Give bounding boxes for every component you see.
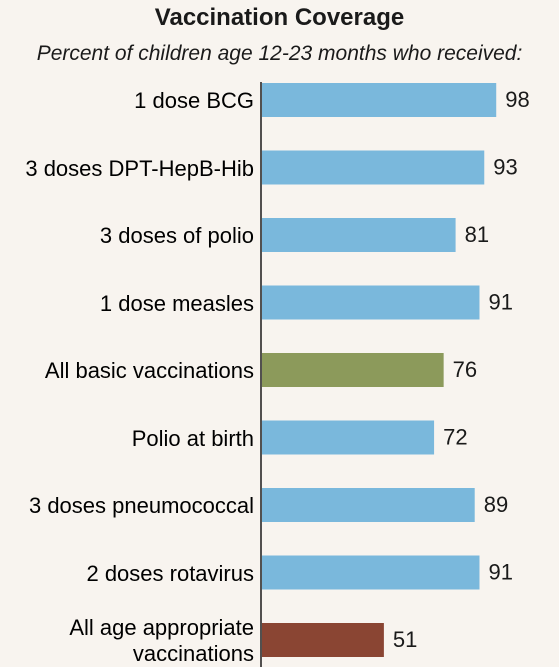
bar [262, 555, 480, 590]
bar [262, 353, 444, 387]
category-label: All basic vaccinations [44, 358, 254, 383]
category-label: 2 doses rotavirus [86, 560, 254, 586]
chart-title: Vaccination Coverage [154, 4, 405, 31]
value-label: 51 [393, 627, 417, 652]
bar [262, 420, 435, 455]
bar [262, 285, 480, 320]
category-label: 3 doses pneumococcal [28, 493, 254, 518]
category-label: All age appropriate vaccinations [69, 615, 254, 666]
bar [262, 488, 475, 522]
category-label: 3 doses of polio [99, 223, 254, 248]
chart-subtitle: Percent of children age 12-23 months who… [36, 42, 523, 65]
category-label: 3 doses DPT-HepB-Hib [25, 155, 254, 181]
bar [262, 623, 384, 657]
value-label: 91 [488, 289, 512, 314]
bar [262, 83, 497, 117]
value-label: 98 [505, 87, 529, 112]
value-label: 76 [453, 357, 477, 382]
bar [262, 218, 456, 252]
category-label: 1 dose BCG [134, 88, 254, 113]
category-label: 1 dose measles [99, 290, 254, 316]
value-label: 89 [484, 492, 508, 517]
value-label: 81 [465, 222, 489, 247]
category-label: Polio at birth [131, 425, 254, 451]
bar [262, 150, 485, 185]
value-label: 93 [493, 154, 517, 179]
value-label: 72 [443, 424, 467, 449]
value-label: 91 [488, 559, 512, 584]
